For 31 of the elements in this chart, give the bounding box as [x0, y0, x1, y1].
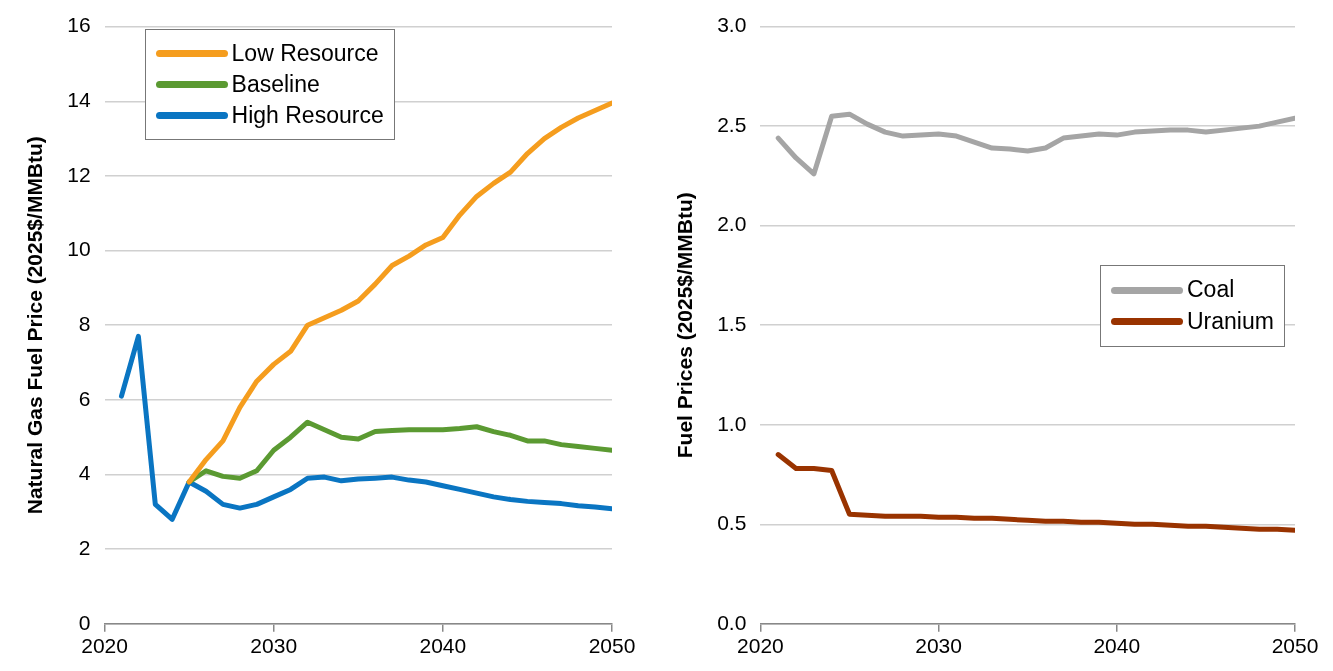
x-tick-label: 2030: [250, 634, 298, 658]
x-tick-label: 2030: [915, 634, 962, 658]
y-tick-label: 3.0: [717, 13, 747, 37]
x-tick-label: 2040: [1093, 634, 1141, 658]
y-tick-label: 2: [78, 535, 91, 559]
x-tick-label: 2040: [419, 634, 467, 658]
y-tick-label: 14: [67, 88, 91, 112]
y-tick-label: 2.5: [717, 112, 747, 136]
legend-label: Uranium: [1187, 308, 1274, 336]
y-tick-label: 2.0: [717, 212, 747, 236]
y-tick-label: 0: [78, 610, 91, 634]
y-tick-label: 6: [78, 386, 91, 410]
y-axis-title: Natural Gas Fuel Price (2025$/MMBtu): [23, 136, 47, 515]
y-tick-label: 1.5: [717, 312, 747, 335]
x-tick-label: 2020: [737, 634, 784, 658]
legend-label: Coal: [1187, 276, 1235, 305]
y-tick-label: 0.5: [717, 511, 747, 535]
y-tick-label: 10: [67, 237, 91, 261]
y-tick-label: 8: [78, 312, 91, 335]
y-tick-label: 4: [78, 461, 91, 485]
x-tick-label: 2050: [1271, 634, 1319, 658]
legend-label: Baseline: [231, 70, 320, 98]
y-tick-label: 12: [67, 162, 91, 186]
y-tick-label: 0.0: [717, 610, 747, 634]
y-axis-title: Fuel Prices (2025$/MMBtu): [673, 192, 697, 459]
y-tick-label: 1.0: [717, 411, 747, 435]
x-tick-label: 2050: [588, 634, 636, 658]
x-tick-label: 2020: [81, 634, 128, 658]
y-tick-label: 16: [67, 13, 91, 37]
legend-label: Low Resource: [231, 39, 379, 67]
legend-label: High Resource: [231, 101, 384, 129]
